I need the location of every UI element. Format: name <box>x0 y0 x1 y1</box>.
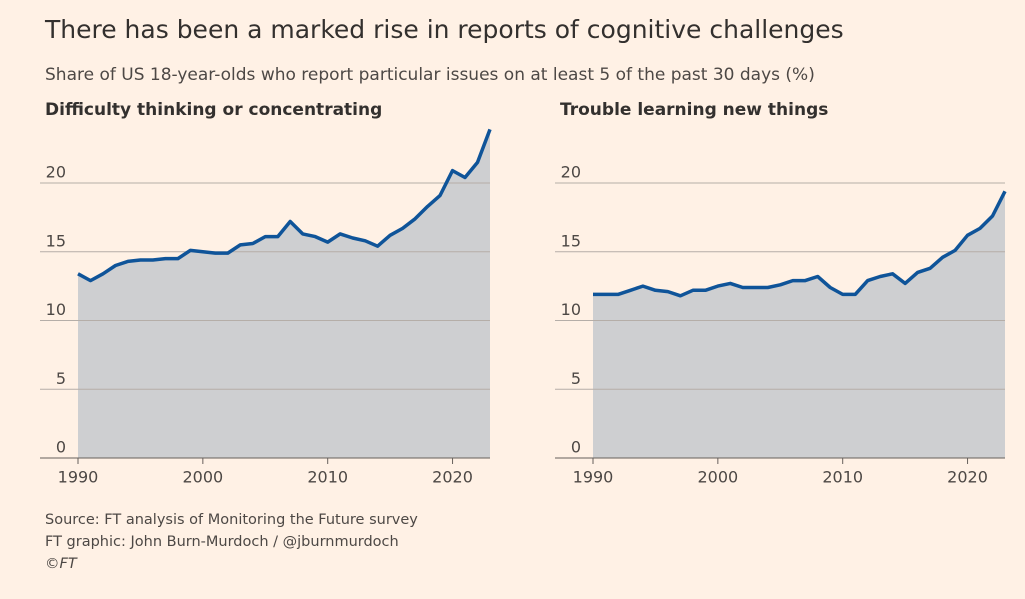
chart-title: Difficulty thinking or concentrating <box>45 100 382 120</box>
y-tick-label: 20 <box>46 163 66 182</box>
subtitle: Share of US 18-year-olds who report part… <box>45 65 815 85</box>
y-tick-label: 0 <box>56 438 66 457</box>
x-tick-label: 2000 <box>697 468 738 487</box>
title: There has been a marked rise in reports … <box>44 15 844 44</box>
x-tick-label: 2010 <box>822 468 863 487</box>
y-tick-label: 5 <box>56 369 66 388</box>
y-tick-label: 5 <box>571 369 581 388</box>
y-tick-label: 15 <box>46 231 66 250</box>
y-tick-label: 0 <box>571 438 581 457</box>
copyright: ©FT <box>45 556 78 572</box>
chart-title: Trouble learning new things <box>560 100 828 120</box>
y-tick-label: 10 <box>46 300 66 319</box>
line <box>77 128 492 283</box>
x-tick-label: 2000 <box>182 468 223 487</box>
line <box>593 190 1007 298</box>
area <box>78 129 490 458</box>
area <box>593 191 1005 459</box>
x-tick-label: 2020 <box>432 468 473 487</box>
credit: FT graphic: John Burn-Murdoch / @jburnmu… <box>45 534 399 550</box>
x-tick-label: 1990 <box>58 468 99 487</box>
x-tick-label: 2010 <box>307 468 348 487</box>
x-tick-label: 2020 <box>947 468 988 487</box>
y-tick-label: 15 <box>561 231 581 250</box>
x-tick-label: 1990 <box>573 468 614 487</box>
y-tick-label: 10 <box>561 300 581 319</box>
y-tick-label: 20 <box>561 163 581 182</box>
source: Source: FT analysis of Monitoring the Fu… <box>45 512 418 528</box>
